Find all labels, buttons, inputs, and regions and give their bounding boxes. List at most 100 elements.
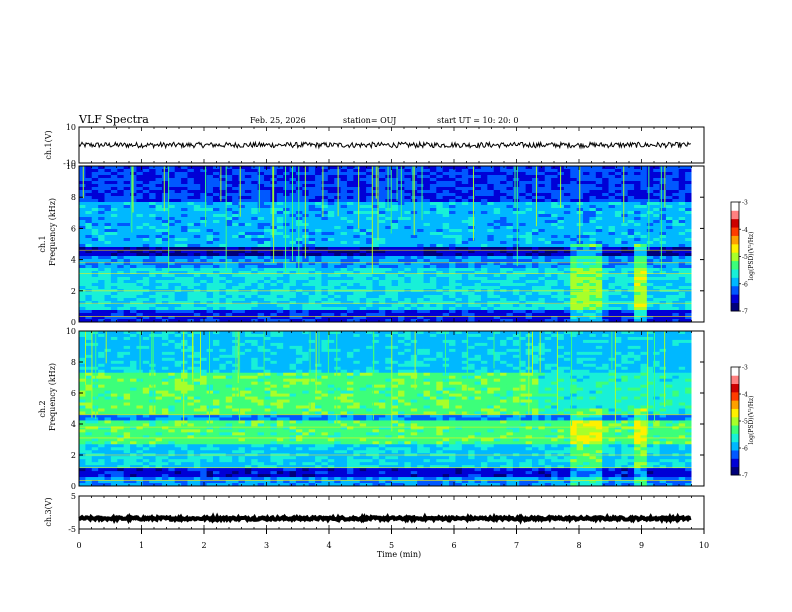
spectrogram-cell [206, 241, 214, 245]
spectrogram-cell [187, 262, 195, 266]
spectrogram-cell [295, 274, 303, 278]
spectrogram-cell [506, 247, 514, 251]
spectrogram-cell [130, 247, 137, 251]
spectrogram-cell [187, 238, 195, 242]
spectrogram-cell [614, 196, 622, 200]
spectrogram-cell [551, 247, 558, 251]
spectrogram-cell [123, 250, 131, 254]
spectrogram-cell [665, 304, 673, 308]
spectrogram-cell [219, 250, 227, 254]
spectrogram-cell [595, 193, 603, 197]
spectrogram-cell [474, 172, 482, 176]
spectrogram-cell [117, 229, 125, 233]
spectrogram-cell [276, 316, 284, 320]
spectrogram-cell [480, 271, 488, 275]
spectrogram-cell [455, 175, 463, 179]
spectrogram-cell [487, 202, 495, 206]
spectrogram-cell [193, 190, 201, 194]
spectrogram-cell [212, 187, 220, 191]
spectrogram-cell [685, 307, 692, 311]
spectrogram-cell [404, 310, 412, 314]
spectrogram-cell [98, 190, 105, 194]
spectrogram-cell [276, 214, 284, 218]
spectrogram-cell [315, 193, 322, 197]
spectrogram-cell [206, 250, 214, 254]
spectrogram-cell [468, 274, 475, 278]
spectrogram-cell [563, 220, 571, 224]
spectrogram-cell [634, 244, 641, 248]
spectrogram-cell [264, 205, 271, 209]
spectrogram-cell [646, 190, 654, 194]
spectrogram-cell [551, 217, 558, 221]
spectrogram-cell [321, 211, 329, 215]
spectrogram-cell [608, 217, 616, 221]
spectrogram-cell [455, 295, 463, 299]
spectrogram-cell [98, 313, 105, 317]
spectrogram-cell [251, 226, 259, 230]
spectrogram-cell [557, 283, 565, 287]
spectrogram-cell [404, 196, 412, 200]
spectrogram-cell [589, 190, 597, 194]
spectrogram-cell [449, 232, 456, 236]
spectrogram-cell [480, 166, 488, 170]
spectrogram-cell [219, 214, 227, 218]
spectrogram-cell [168, 181, 176, 185]
spectrogram-cell [468, 226, 475, 230]
spectrogram-cell [500, 217, 507, 221]
spectrogram-cell [346, 214, 354, 218]
spectrogram-cell [423, 268, 431, 272]
spectrogram-cell [544, 223, 552, 227]
spectrogram-cell [85, 202, 93, 206]
spectrogram-cell [544, 298, 552, 302]
spectrogram-cell [327, 196, 335, 200]
spectrogram-cell [155, 205, 163, 209]
spectrogram-cell [123, 175, 131, 179]
spectrogram-cell [653, 307, 660, 311]
spectrogram-cell [219, 208, 227, 212]
spectrogram-cell [181, 211, 188, 215]
spectrogram-cell [417, 310, 424, 314]
spectrogram-cell [512, 184, 520, 188]
spectrogram-cell [98, 196, 105, 200]
spectrogram-cell [295, 190, 303, 194]
spectrogram-cell [614, 256, 622, 260]
spectrogram-cell [334, 202, 341, 206]
spectrogram-cell [257, 262, 265, 266]
spectrogram-cell [474, 247, 482, 251]
spectrogram-cell [244, 247, 252, 251]
spectrogram-cell [372, 295, 380, 299]
spectrogram-cell [506, 175, 514, 179]
spectrogram-cell [423, 280, 431, 284]
spectrogram-cell [442, 253, 450, 257]
spectrogram-cell [500, 166, 507, 170]
spectrogram-cell [442, 169, 450, 173]
spectrogram-cell [474, 214, 482, 218]
spectrogram-cell [238, 268, 246, 272]
spectrogram-cell [653, 217, 660, 221]
spectrogram-cell [225, 181, 233, 185]
spectrogram-cell [640, 244, 648, 248]
spectrogram-cell [251, 232, 259, 236]
spectrogram-cell [130, 265, 137, 269]
spectrogram-cell [142, 184, 150, 188]
spectrogram-cell [646, 304, 654, 308]
spectrogram-cell [468, 229, 475, 233]
spectrogram-cell [327, 235, 335, 239]
spectrogram-cell [238, 286, 246, 290]
spectrogram-cell [493, 175, 501, 179]
spectrogram-cell [563, 214, 571, 218]
spectrogram-cell [678, 238, 686, 242]
spectrogram-cell [519, 214, 527, 218]
spectrogram-cell [91, 244, 99, 248]
spectrogram-cell [136, 193, 144, 197]
spectrogram-cell [474, 211, 482, 215]
spectrogram-cell [525, 235, 533, 239]
spectrogram-cell [193, 223, 201, 227]
spectrogram-cell [257, 175, 265, 179]
spectrogram-cell [232, 181, 239, 185]
spectrogram-cell [621, 205, 629, 209]
spectrogram-cell [327, 193, 335, 197]
spectrogram-cell [276, 298, 284, 302]
spectrogram-cell [212, 205, 220, 209]
spectrogram-cell [583, 262, 590, 266]
